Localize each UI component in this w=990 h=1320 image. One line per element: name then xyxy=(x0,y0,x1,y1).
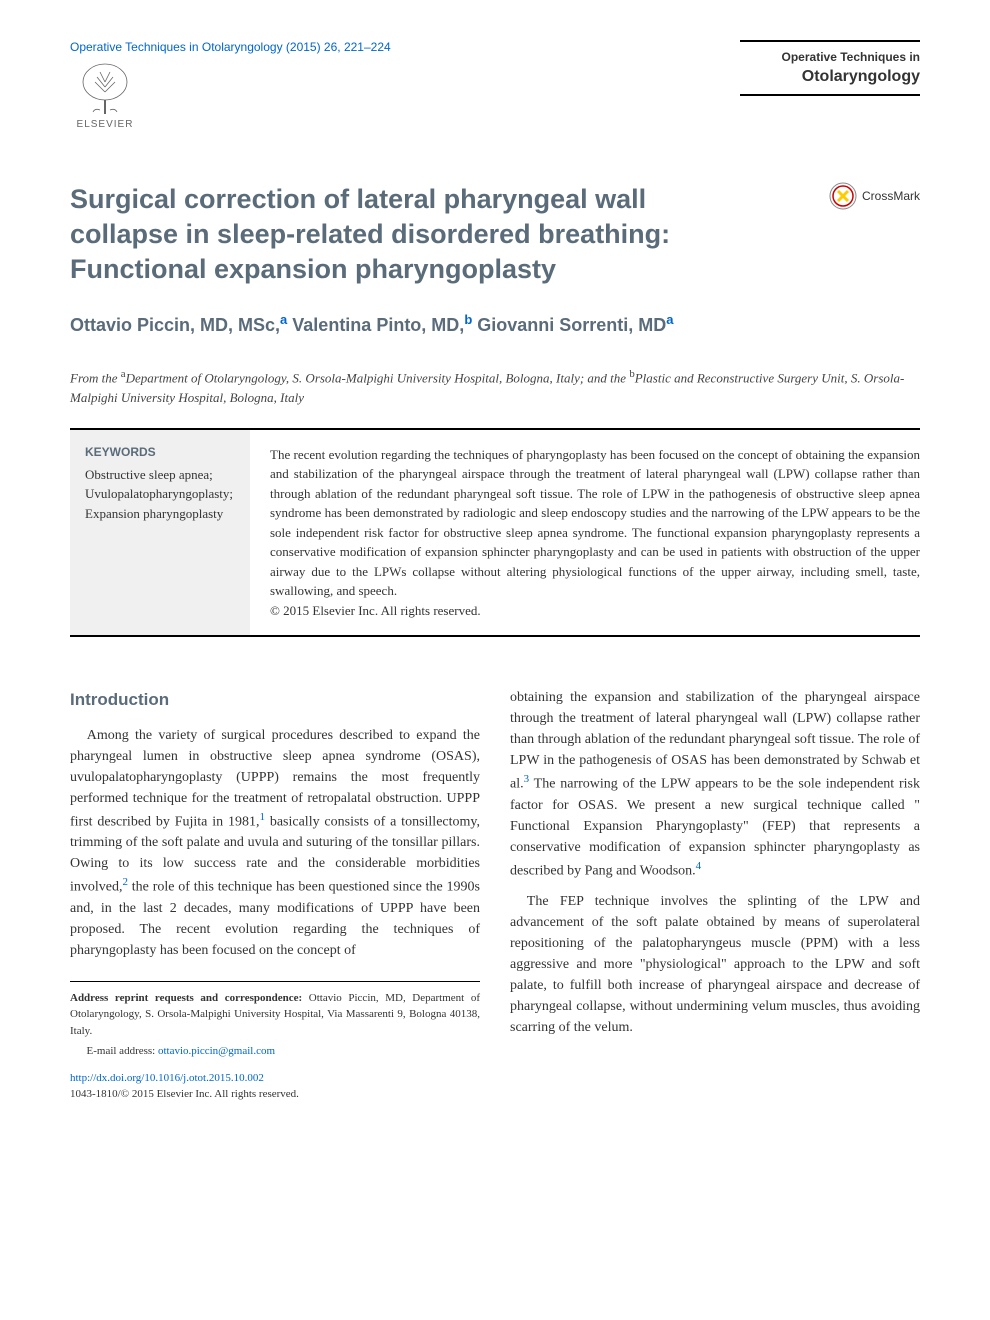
introduction-heading: Introduction xyxy=(70,687,480,713)
doi-link[interactable]: http://dx.doi.org/10.1016/j.otot.2015.10… xyxy=(70,1070,480,1087)
journal-name-line1: Operative Techniques in xyxy=(740,50,920,64)
elsevier-logo: ELSEVIER xyxy=(70,62,140,142)
journal-title-box: Operative Techniques in Otolaryngology xyxy=(740,40,920,96)
crossmark-label: CrossMark xyxy=(862,189,920,203)
journal-name-line2: Otolaryngology xyxy=(740,68,920,86)
left-column: Introduction Among the variety of surgic… xyxy=(70,687,480,1103)
keywords-box: KEYWORDS Obstructive sleep apnea; Uvulop… xyxy=(70,430,250,636)
publisher-name: ELSEVIER xyxy=(77,119,134,130)
keywords-list: Obstructive sleep apnea; Uvulopalatophar… xyxy=(85,465,235,524)
correspondence-block: Address reprint requests and corresponde… xyxy=(70,981,480,1060)
article-title: Surgical correction of lateral pharyngea… xyxy=(70,182,750,287)
header-left: Operative Techniques in Otolaryngology (… xyxy=(70,40,391,142)
correspondence-label: Address reprint requests and corresponde… xyxy=(70,992,302,1004)
abstract-section: KEYWORDS Obstructive sleep apnea; Uvulop… xyxy=(70,428,920,638)
intro-paragraph-1: Among the variety of surgical procedures… xyxy=(70,725,480,961)
right-column: obtaining the expansion and stabilizatio… xyxy=(510,687,920,1103)
affiliations: From the aDepartment of Otolaryngology, … xyxy=(70,366,920,407)
intro-paragraph-3: The FEP technique involves the splinting… xyxy=(510,891,920,1038)
citation-link[interactable]: Operative Techniques in Otolaryngology (… xyxy=(70,40,391,54)
page-header: Operative Techniques in Otolaryngology (… xyxy=(70,40,920,142)
authors-list: Ottavio Piccin, MD, MSc,a Valentina Pint… xyxy=(70,312,920,336)
elsevier-tree-icon xyxy=(75,62,135,117)
crossmark-badge[interactable]: CrossMark xyxy=(829,182,920,210)
body-columns: Introduction Among the variety of surgic… xyxy=(70,687,920,1103)
keywords-heading: KEYWORDS xyxy=(85,445,235,459)
title-row: Surgical correction of lateral pharyngea… xyxy=(70,182,920,287)
crossmark-icon xyxy=(829,182,857,210)
issn-copyright: 1043-1810/© 2015 Elsevier Inc. All right… xyxy=(70,1086,480,1103)
abstract-copyright: © 2015 Elsevier Inc. All rights reserved… xyxy=(270,603,481,618)
email-label: E-mail address: xyxy=(87,1045,158,1057)
intro-paragraph-2: obtaining the expansion and stabilizatio… xyxy=(510,687,920,881)
abstract-text: The recent evolution regarding the techn… xyxy=(250,430,920,636)
abstract-body: The recent evolution regarding the techn… xyxy=(270,447,920,599)
doi-block: http://dx.doi.org/10.1016/j.otot.2015.10… xyxy=(70,1070,480,1103)
author-email[interactable]: ottavio.piccin@gmail.com xyxy=(158,1045,275,1057)
